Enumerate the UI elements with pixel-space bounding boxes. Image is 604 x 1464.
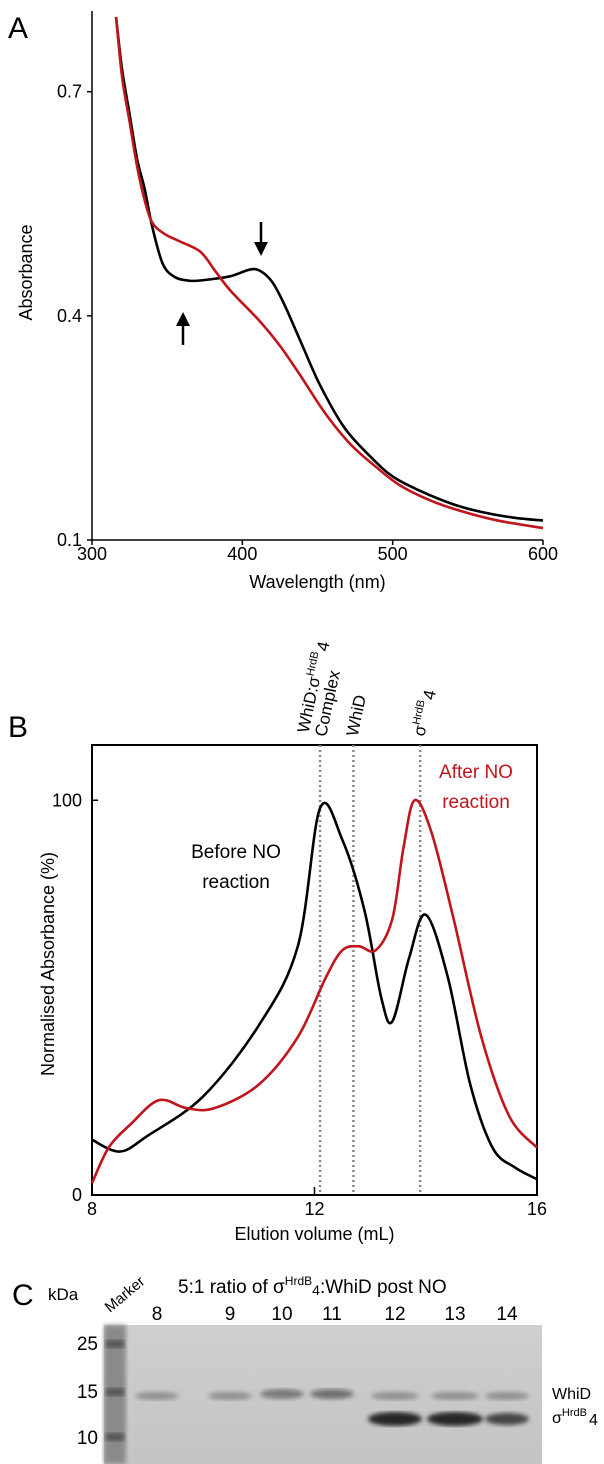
band [135, 1392, 179, 1400]
label-sub: 4 [419, 688, 440, 701]
title-text: :WhiD post NO [320, 1277, 447, 1298]
x-tick-label: 400 [227, 544, 257, 564]
series-line [114, 16, 544, 522]
label-sup: HrdB [411, 699, 428, 726]
unit-label: kDa [48, 1285, 79, 1304]
label-text: WhiD [552, 1386, 591, 1403]
x-tick-label: 12 [304, 1199, 324, 1219]
panel-label: B [8, 711, 28, 744]
panel-label: A [8, 12, 28, 45]
series-line [90, 798, 538, 1184]
title-sup: HrdB [285, 1274, 312, 1288]
x-tick-label: 16 [527, 1199, 547, 1219]
band [260, 1389, 304, 1399]
gel-image [104, 1325, 542, 1464]
x-tick-label: 600 [528, 544, 558, 564]
marker-band [106, 1433, 124, 1441]
label-sup: HrdB [562, 1407, 587, 1419]
series-line [114, 16, 544, 530]
label: WhiD [343, 693, 370, 738]
arrows [176, 222, 268, 345]
band [368, 1412, 422, 1426]
y-tick-label: 0 [72, 1185, 82, 1205]
x-tick-label: 8 [87, 1199, 97, 1219]
lane-label: 11 [322, 1304, 342, 1325]
x-axis-title: Elution volume (mL) [234, 1224, 394, 1244]
label-text: σ [552, 1410, 562, 1427]
series-label: reaction [202, 872, 270, 893]
series-label: reaction [442, 792, 510, 813]
band [485, 1413, 529, 1425]
y-tick-label: 0.7 [57, 82, 82, 102]
lane-label: 10 [271, 1304, 292, 1325]
gel-title: 5:1 ratio of σHrdB4:WhiD post NO [178, 1274, 447, 1298]
series-label: After NO [439, 762, 513, 783]
label-text: WhiD [343, 693, 370, 738]
series-label: Before NO [191, 842, 281, 863]
y-tick-label: 0.4 [57, 306, 82, 326]
title-sub: 4 [312, 1282, 320, 1298]
band [310, 1389, 354, 1399]
y-axis-title: Normalised Absorbance (%) [38, 852, 58, 1076]
label: σHrdB4 [409, 688, 440, 739]
marker-label: WhiD [343, 693, 370, 738]
band [485, 1392, 529, 1400]
band [427, 1412, 483, 1426]
label-sub: 4 [313, 640, 334, 653]
band [208, 1392, 252, 1400]
lane-label: 13 [444, 1304, 465, 1325]
lane-label: 9 [225, 1304, 236, 1325]
panel-label: C [12, 1279, 34, 1312]
marker-band [106, 1340, 124, 1348]
title-text: 5:1 ratio of σ [178, 1277, 285, 1298]
marker-band [106, 1388, 124, 1396]
arrow-head [254, 242, 268, 256]
label-sup: HrdB [305, 650, 322, 677]
size-label: 15 [77, 1382, 98, 1403]
y-axis-title: Absorbance [16, 224, 36, 320]
x-tick-label: 500 [378, 544, 408, 564]
series-line [91, 801, 538, 1181]
arrow-head [176, 312, 190, 326]
band [371, 1392, 419, 1400]
size-label: 25 [77, 1334, 98, 1355]
marker-label: σHrdB4 [409, 688, 440, 739]
marker-label: Marker [102, 1273, 149, 1316]
label-text: σ [410, 723, 431, 738]
label-sub: 4 [589, 1412, 598, 1429]
x-tick-label: 300 [77, 544, 107, 564]
lane-label: 8 [152, 1304, 163, 1325]
y-tick-label: 0.1 [57, 530, 82, 550]
lane-label: 14 [496, 1304, 518, 1325]
y-tick-label: 100 [52, 790, 82, 810]
size-label: 10 [77, 1428, 98, 1449]
band [431, 1392, 479, 1400]
lane-label: 12 [384, 1304, 405, 1325]
x-axis-title: Wavelength (nm) [249, 572, 385, 592]
label: WhiD [552, 1386, 591, 1403]
